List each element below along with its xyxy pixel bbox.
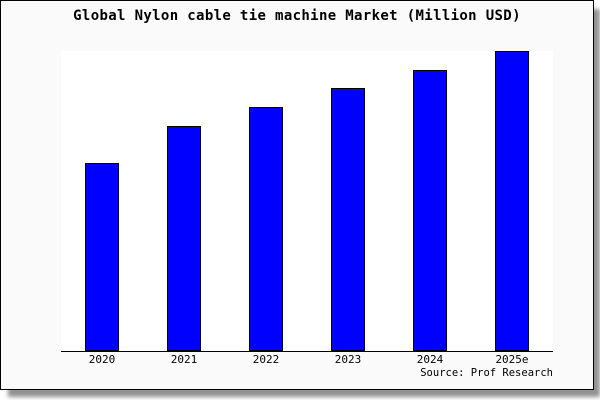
x-axis-label-2024: 2024 (416, 353, 444, 366)
bar-2024 (413, 70, 447, 351)
bar-2022 (249, 107, 283, 351)
bar-slot (307, 51, 389, 351)
x-axis-label-2022: 2022 (252, 353, 280, 366)
bar-slot (225, 51, 307, 351)
x-axis-label-2023: 2023 (334, 353, 362, 366)
chart-title: Global Nylon cable tie machine Market (M… (73, 8, 521, 24)
bar-2025e (495, 51, 529, 351)
bar-2020 (85, 163, 119, 351)
bar-slot (61, 51, 143, 351)
x-axis-label-2021: 2021 (170, 353, 198, 366)
x-axis-label-2025e: 2025e (495, 353, 529, 366)
bar-slot (143, 51, 225, 351)
bars-container (61, 51, 553, 351)
x-axis-labels: 2020 2021 2022 2023 2024 2025e (61, 353, 553, 366)
bar-2023 (331, 88, 365, 351)
bar-2021 (167, 126, 201, 351)
bar-slot (471, 51, 553, 351)
x-axis-label-2020: 2020 (88, 353, 116, 366)
plot-area (61, 51, 553, 352)
chart-card: Global Nylon cable tie machine Market (M… (0, 0, 594, 390)
source-text: Source: Prof Research (420, 367, 553, 379)
bar-slot (389, 51, 471, 351)
